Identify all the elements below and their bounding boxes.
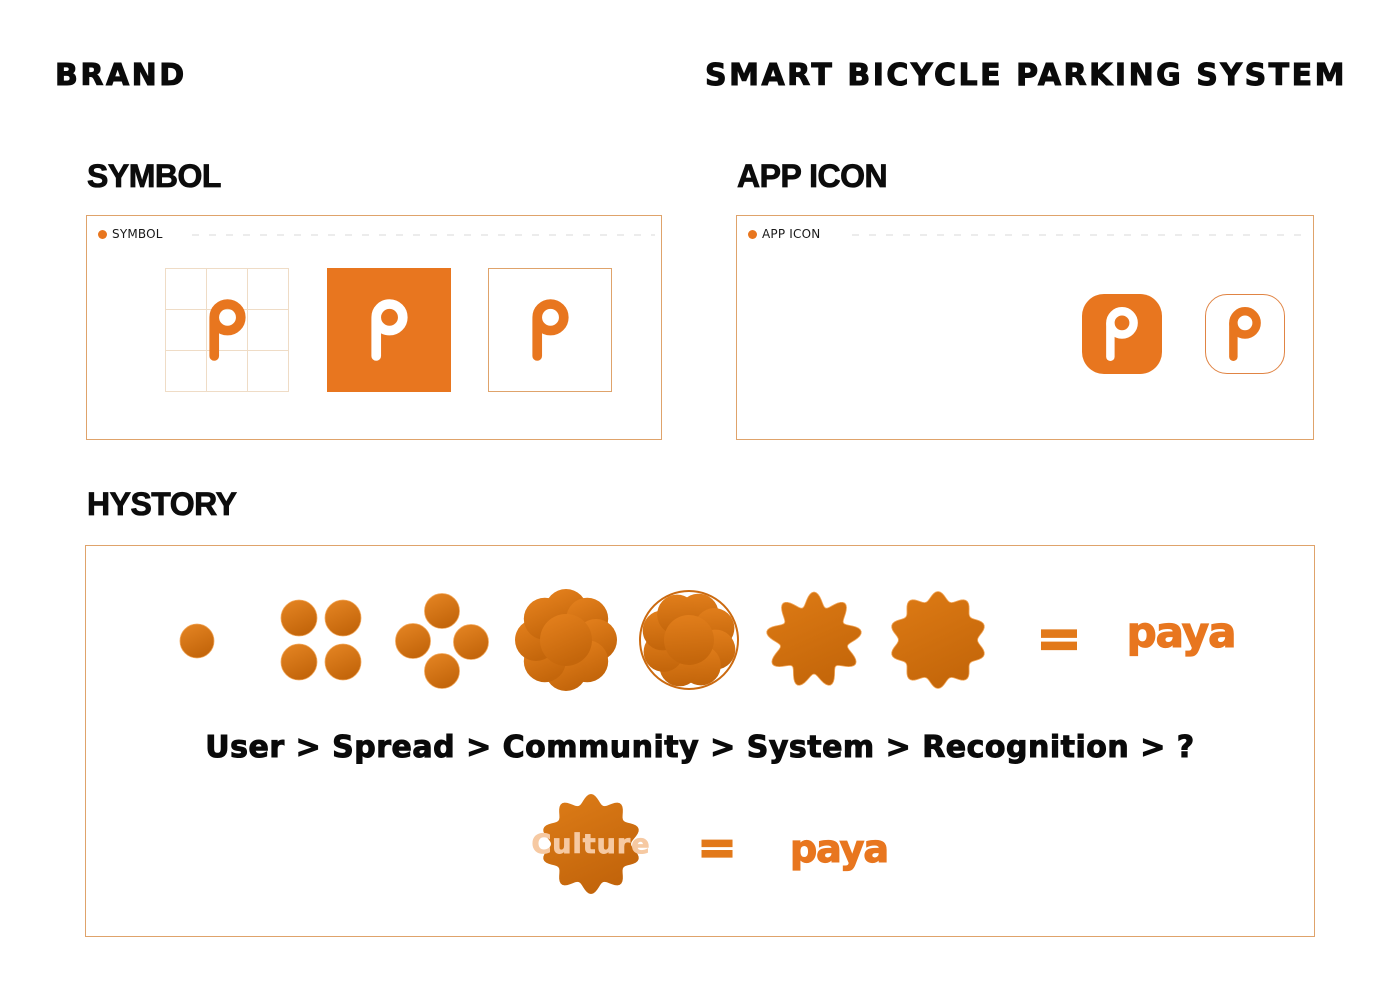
dashed-guide <box>852 234 1307 236</box>
app-icon-panel: APP ICON <box>736 215 1314 440</box>
app-icon-orange <box>1082 294 1162 374</box>
symbol-panel-tag-label: SYMBOL <box>112 227 163 241</box>
app-icon-panel-tag-label: APP ICON <box>762 227 821 241</box>
brand-label: BRAND <box>55 58 187 94</box>
p-symbol-icon <box>208 299 246 361</box>
paya-wordmark: paya <box>1126 607 1237 657</box>
orange-dot-icon <box>98 229 107 239</box>
stage-single-dot <box>177 621 217 665</box>
stage-cluster-circled <box>634 585 744 699</box>
symbol-panel: SYMBOL <box>86 215 662 440</box>
p-symbol-icon <box>1229 307 1261 361</box>
symbol-outline-square <box>488 268 612 392</box>
history-heading: HYSTORY <box>87 486 238 523</box>
orange-dot-icon <box>748 229 757 239</box>
culture-label: Culture <box>531 829 651 861</box>
symbol-orange-square <box>327 268 451 392</box>
stage-dot-cluster <box>511 585 621 699</box>
history-panel: = paya User > Spread > Community > Syste… <box>85 545 1315 937</box>
p-symbol-icon <box>1106 307 1138 361</box>
p-symbol-icon <box>531 299 569 361</box>
symbol-heading: SYMBOL <box>87 158 222 195</box>
stage-petal-flower <box>759 585 869 699</box>
project-title: SMART BICYCLE PARKING SYSTEM <box>705 58 1347 94</box>
stage-four-dots-grid <box>266 585 376 699</box>
symbol-grid-square <box>165 268 289 392</box>
evolution-flow-text: User > Spread > Community > System > Rec… <box>205 730 1195 766</box>
stage-smooth-flower <box>883 585 993 699</box>
app-icon-heading: APP ICON <box>737 158 888 195</box>
enclosing-circle <box>639 590 739 690</box>
app-icon-outline <box>1205 294 1285 374</box>
symbol-panel-tag: SYMBOL <box>98 227 163 241</box>
app-icon-panel-tag: APP ICON <box>748 227 820 241</box>
culture-flower-badge <box>539 792 643 900</box>
paya-wordmark: paya <box>789 826 889 871</box>
equals-sign: = <box>1035 606 1082 671</box>
equals-sign: = <box>697 820 738 874</box>
stage-four-dots-diamond <box>387 586 497 700</box>
p-symbol-icon <box>370 299 408 361</box>
dashed-guide <box>192 234 655 236</box>
